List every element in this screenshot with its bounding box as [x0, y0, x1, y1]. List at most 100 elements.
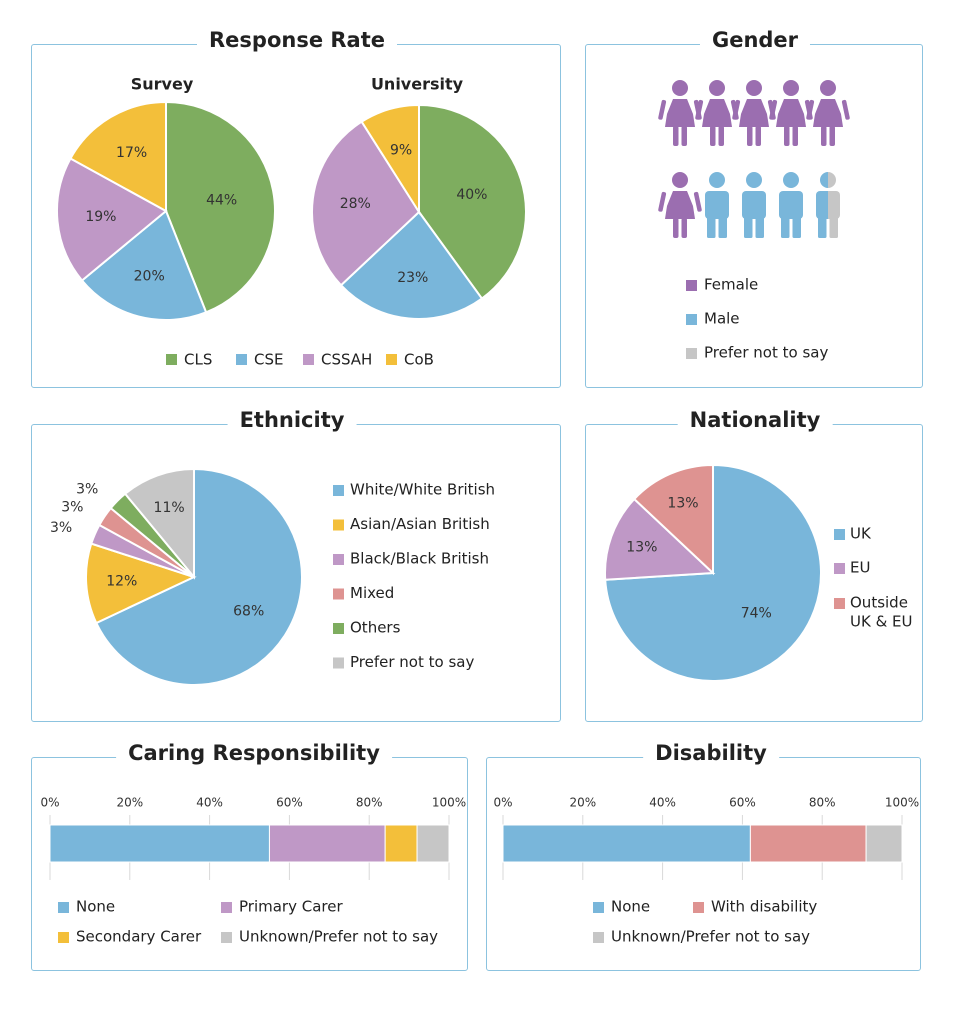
ethnicity-legend-label-others: Others	[350, 619, 401, 637]
nationality-label-outside-uk-eu: 13%	[667, 496, 698, 512]
nationality-legend-label-1: EU	[850, 559, 870, 577]
ethnicity-label-prefer-not-to-say: 11%	[154, 500, 185, 516]
male-person-icon	[742, 172, 766, 238]
ethnicity-label-mixed: 3%	[61, 499, 83, 515]
disability-tick-label: 0%	[493, 796, 512, 810]
disability-tick-label: 100%	[885, 796, 919, 810]
female-person-icon	[695, 80, 739, 146]
nationality-legend-label-2: Outside	[850, 594, 908, 612]
female-person-icon	[769, 80, 813, 146]
gender-title: Gender	[699, 28, 811, 52]
nationality-legend-swatch-1	[834, 563, 845, 574]
caring-tick-label: 60%	[276, 796, 303, 810]
university-label-cssah: 28%	[340, 196, 371, 212]
university-slice-cob	[360, 103, 420, 216]
ethnicity-legend-swatch-5	[333, 657, 344, 669]
ethnicity-legend-swatch-0	[333, 485, 344, 496]
caring-legend-swatch-3	[221, 932, 232, 943]
nationality-legend-swatch-2	[834, 598, 845, 609]
nationality-label-eu: 13%	[626, 539, 657, 555]
ethnicity-label-white-white-british: 68%	[233, 604, 264, 620]
disability-tick-label: 20%	[569, 796, 596, 810]
response-legend-swatch-cob	[386, 354, 397, 365]
caring-title: Caring Responsibility	[116, 741, 392, 765]
ethnicity-slice-asian-asian-british	[85, 542, 197, 625]
caring-bar-none	[49, 824, 270, 863]
disability-legend-label-unknown-prefer-not-to-say: Unknown/Prefer not to say	[611, 928, 810, 946]
response-rate-title: Response Rate	[197, 28, 397, 52]
survey-slice-cse	[80, 209, 208, 321]
response-legend-label-cob: CoB	[404, 351, 434, 369]
caring-legend-swatch-2	[58, 932, 69, 943]
caring-bar-unknown-prefer-not-to-say	[416, 824, 450, 863]
response-rate-panel: Response Rate	[31, 28, 561, 388]
caring-legend-swatch-0	[58, 902, 69, 913]
caring-tick-label: 20%	[116, 796, 143, 810]
caring-legend-label-secondary-carer: Secondary Carer	[76, 928, 202, 946]
survey-label-cse: 20%	[134, 268, 165, 284]
caring-tick-label: 80%	[356, 796, 383, 810]
gender-legend-swatch-0	[686, 280, 697, 291]
disability-bar-none	[502, 824, 751, 863]
disability-legend-label-with-disability: With disability	[711, 898, 817, 916]
male-person-icon	[779, 172, 803, 238]
ethnicity-legend-swatch-3	[333, 588, 344, 600]
survey-slice-cssah	[56, 157, 168, 282]
nationality-slice-outside-uk-eu	[632, 463, 714, 576]
gender-panel: Gender	[585, 28, 923, 388]
survey-label-cssah: 19%	[85, 209, 116, 225]
survey-pie-title: Survey	[131, 75, 194, 94]
response-legend-label-cls: CLS	[184, 351, 212, 369]
response-legend-swatch-cssah	[303, 354, 314, 365]
university-slice-cse	[339, 210, 484, 320]
survey-slice-cob	[69, 100, 167, 213]
ethnicity-panel: Ethnicity	[31, 408, 561, 722]
nationality-legend-label-0: UK	[850, 525, 872, 543]
response-legend-swatch-cls	[166, 354, 177, 365]
caring-tick-label: 40%	[196, 796, 223, 810]
ethnicity-legend-label-mixed: Mixed	[350, 584, 394, 602]
ethnicity-label-asian-asian-british: 12%	[106, 574, 137, 590]
survey-label-cob: 17%	[116, 145, 147, 161]
caring-tick-label: 100%	[432, 796, 466, 810]
disability-bar-with-disability	[749, 824, 867, 863]
caring-bar-secondary-carer	[384, 824, 418, 863]
response-legend-swatch-cse	[236, 354, 247, 365]
university-label-cob: 9%	[390, 142, 412, 158]
disability-bar-unknown-prefer-not-to-say	[865, 824, 903, 863]
caring-legend-label-unknown-prefer-not-to-say: Unknown/Prefer not to say	[239, 928, 438, 946]
survey-label-cls: 44%	[206, 192, 237, 208]
disability-title: Disability	[643, 741, 779, 765]
disability-tick-label: 80%	[809, 796, 836, 810]
caring-bar-primary-carer	[268, 824, 386, 863]
disability-legend-label-none: None	[611, 898, 650, 916]
gender-legend-label-male: Male	[704, 310, 740, 328]
female-person-icon	[658, 80, 702, 146]
disability-legend-swatch-2	[593, 932, 604, 943]
nationality-slice-eu	[604, 497, 716, 581]
disability-legend-swatch-0	[593, 902, 604, 913]
ethnicity-title: Ethnicity	[227, 408, 357, 432]
female-person-icon	[732, 80, 776, 146]
caring-panel: Caring Responsibility	[31, 741, 468, 971]
ethnicity-label-black-black-british: 3%	[50, 520, 72, 536]
nationality-panel: Nationality	[585, 408, 923, 722]
response-legend-label-cse: CSE	[254, 351, 283, 369]
ethnicity-legend-label-asian-asian-british: Asian/Asian British	[350, 515, 490, 533]
university-label-cse: 23%	[397, 270, 428, 286]
prefer-not-half-person-icon	[828, 172, 840, 238]
ethnicity-legend-label-black-black-british: Black/Black British	[350, 550, 489, 568]
survey-slice-cls	[165, 100, 276, 314]
university-slice-cssah	[311, 120, 421, 287]
gender-legend-swatch-2	[686, 348, 697, 359]
gender-legend-swatch-1	[686, 314, 697, 325]
caring-legend-label-primary-carer: Primary Carer	[239, 898, 343, 916]
male-half-person-icon	[816, 172, 828, 238]
ethnicity-legend-label-prefer-not-to-say: Prefer not to say	[350, 653, 474, 671]
ethnicity-slice-white-white-british	[94, 467, 303, 686]
female-person-icon	[658, 172, 702, 238]
university-slice-cls	[418, 103, 527, 300]
nationality-legend-label-2-line2: UK & EU	[850, 613, 913, 631]
male-person-icon	[705, 172, 729, 238]
